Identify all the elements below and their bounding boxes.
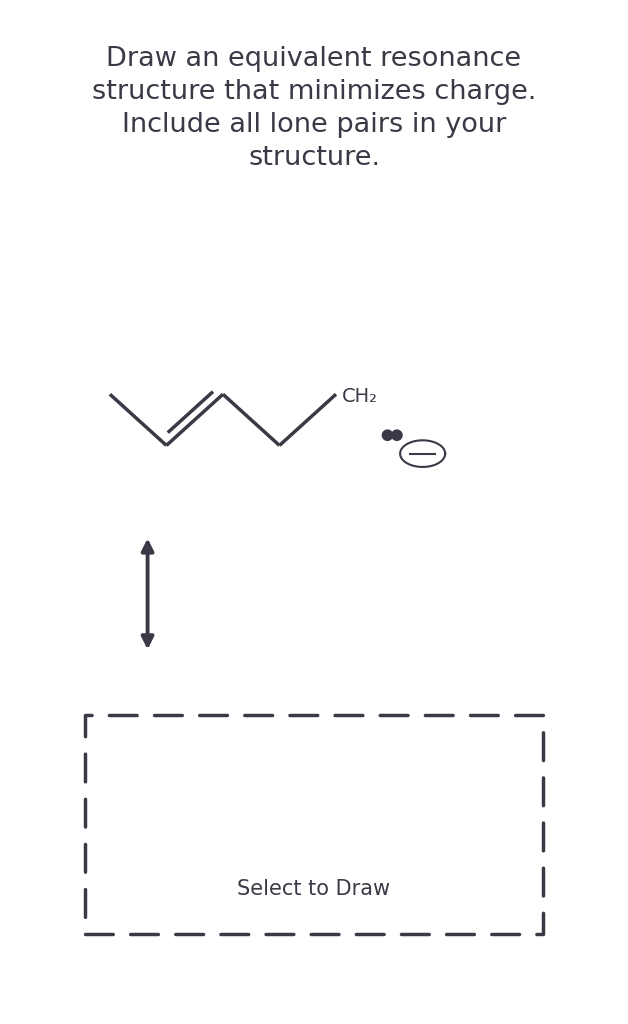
Polygon shape [382,430,392,440]
Text: Select to Draw: Select to Draw [237,879,391,899]
Text: Draw an equivalent resonance
structure that minimizes charge.
Include all lone p: Draw an equivalent resonance structure t… [92,46,536,171]
Text: CH₂: CH₂ [342,387,378,406]
Polygon shape [392,430,402,440]
Bar [85,715,543,934]
